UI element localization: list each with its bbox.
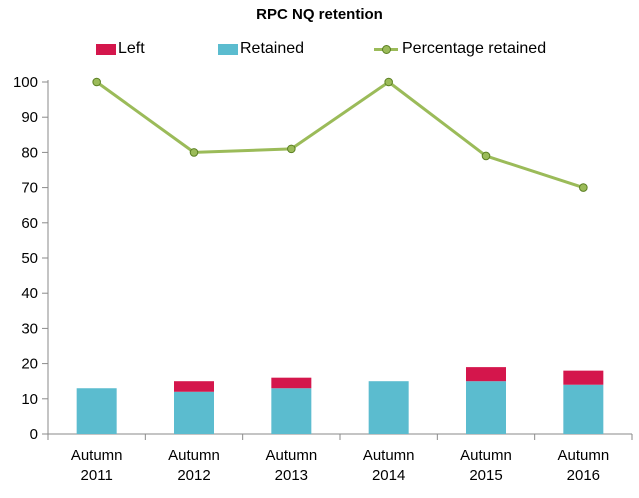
y-tick-label: 60 (21, 215, 38, 232)
x-tick-label-year: 2013 (275, 467, 308, 484)
legend-swatch-left (96, 43, 116, 55)
legend-line-percentage (374, 43, 398, 55)
bar-left (271, 377, 312, 389)
percentage-point (287, 144, 296, 154)
bar-retained (563, 384, 604, 434)
percentage-point (92, 77, 101, 87)
x-tick-label: Autumn (265, 447, 317, 464)
legend: Left Retained Percentage retained (0, 38, 639, 60)
x-tick-label: Autumn (363, 447, 415, 464)
bar-retained (174, 391, 214, 434)
x-tick-label: Autumn (168, 447, 220, 464)
x-tick-label-year: 2015 (469, 467, 502, 484)
y-tick-label: 90 (21, 109, 38, 126)
bar-retained (466, 381, 506, 434)
y-tick-label: 0 (30, 426, 38, 443)
bar-retained (368, 381, 409, 434)
x-tick-label: Autumn (557, 447, 609, 464)
percentage-point (384, 77, 393, 87)
bar-retained (76, 388, 117, 434)
percentage-point (481, 151, 491, 161)
bar-left (174, 381, 214, 392)
legend-item-retained: Retained (218, 38, 304, 60)
percentage-point (189, 148, 199, 157)
x-tick-label-year: 2014 (372, 467, 405, 484)
x-tick-label-year: 2011 (81, 467, 113, 484)
x-tick-label: Autumn (460, 447, 512, 464)
y-tick-label: 40 (21, 285, 38, 302)
y-tick-label: 20 (21, 356, 38, 373)
legend-item-left: Left (96, 38, 145, 60)
legend-label-left: Left (118, 40, 145, 57)
bar-retained (271, 388, 312, 434)
x-tick-label: Autumn (71, 447, 123, 464)
x-tick-label-year: 2012 (177, 467, 210, 484)
y-tick-label: 50 (21, 250, 38, 267)
bar-left (466, 367, 506, 382)
y-tick-label: 10 (21, 391, 38, 408)
percentage-line (95, 80, 584, 190)
y-tick-label: 70 (21, 180, 38, 197)
legend-label-percentage: Percentage retained (402, 40, 547, 57)
percentage-point (579, 183, 588, 192)
legend-item-percentage: Percentage retained (374, 38, 546, 60)
legend-swatch-retained (218, 43, 238, 55)
y-tick-label: 100 (13, 74, 38, 91)
y-tick-label: 80 (21, 144, 38, 161)
y-tick-label: 30 (21, 320, 38, 337)
bar-left (563, 370, 604, 385)
legend-label-retained: Retained (240, 40, 305, 57)
chart-title: RPC NQ retention (256, 6, 383, 23)
x-tick-label-year: 2016 (567, 467, 600, 484)
